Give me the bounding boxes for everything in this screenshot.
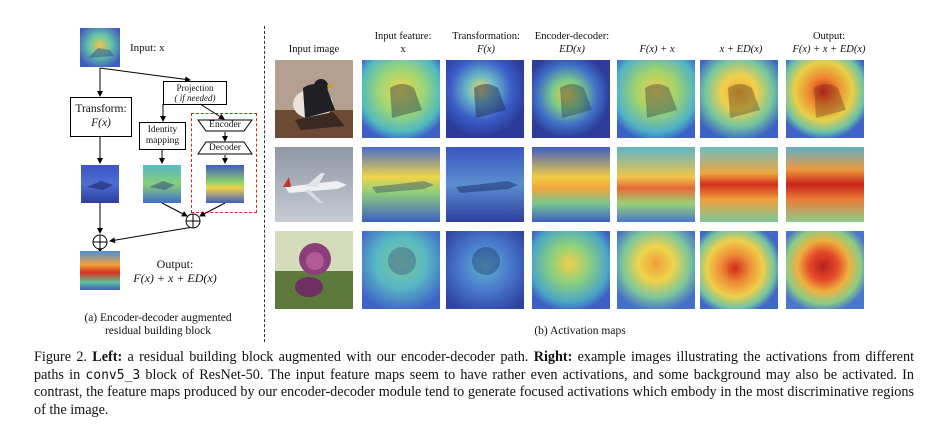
col-header-1-line1: Input feature: [374,31,432,42]
right-subcaption: (b) Activation maps [534,325,626,337]
heatmap-flower-x-plus-edx [700,231,778,309]
image-bird [275,60,353,138]
output-formula: F(x) + x + ED(x) [133,271,217,285]
identity-label-2: mapping [145,136,180,146]
image-flower [275,231,353,309]
col-header-5: x + ED(x) [699,30,783,56]
transform-label: Transform: [75,103,127,115]
left-subcaption-1: (a) Encoder-decoder augmented [84,312,232,324]
heatmap-plane-fx-plus-x [617,147,695,222]
sum-node-right [185,213,201,229]
projection-box: Projection ( if needed) [163,81,227,105]
col-header-1-line2: x [400,44,406,55]
identity-output-thumbnail [143,165,181,203]
col-header-4: F(x) + x [615,30,699,56]
caption-part1: a residual building block augmented with… [122,349,534,365]
transform-formula: F(x) [91,117,111,129]
col-header-0: Input image [272,30,356,56]
output-thumbnail [80,251,120,290]
heatmap-bird-output [786,60,864,138]
col-header-4-line2: F(x) + x [639,44,675,55]
sum-node-left [92,234,108,250]
left-subcaption-2: residual building block [104,325,212,337]
col-header-6: Output: F(x) + x + ED(x) [781,30,877,56]
identity-label-1: Identity [147,125,178,135]
input-feature-thumbnail [80,28,120,67]
col-header-6-line1: Output: [812,31,846,42]
col-header-3-line2: ED(x) [559,44,585,55]
caption-prefix: Figure 2. [34,349,93,365]
col-header-3: Encoder-decoder: ED(x) [528,30,616,56]
encoder-shape [197,119,253,132]
encoder-decoder-shapes [92,67,253,253]
caption-left-bold: Left: [92,349,123,365]
encoder-decoder-output-thumbnail [206,165,244,203]
projection-label: Projection [176,83,214,93]
heatmap-bird-x [362,60,440,138]
heatmap-bird-fx [446,60,524,138]
col-header-2-line2: F(x) [476,44,496,55]
output-label: Output: [156,257,194,271]
col-header-5-line1 [699,30,783,43]
heatmap-bird-fx-plus-x [617,60,695,138]
decoder-label: Decoder [208,143,242,153]
decoder-shape [197,141,253,155]
heatmap-flower-fx [446,231,524,309]
image-plane [275,147,353,222]
input-label: Input: x [130,42,165,54]
transform-output-thumbnail [81,165,119,203]
heatmap-flower-fx-plus-x [617,231,695,309]
heatmap-flower-output [786,231,864,309]
col-header-4-line1 [615,30,699,43]
col-header-1: Input feature: x [361,30,445,56]
heatmap-bird-x-plus-edx [700,60,778,138]
encoder-decoder-dashed-box [191,113,257,213]
heatmap-plane-x [362,147,440,222]
heatmap-plane-output [786,147,864,222]
col-header-6-line2: F(x) + x + ED(x) [792,44,866,55]
transform-box: Transform: F(x) [70,97,132,137]
caption-part2: example images illustrating the activati… [34,349,915,383]
col-header-3-line1: Encoder-decoder: [534,31,610,42]
heatmap-flower-edx [532,231,610,309]
heatmap-plane-fx [446,147,524,222]
panel-divider [264,26,265,342]
heatmap-plane-edx [532,147,610,222]
heatmap-plane-x-plus-edx [700,147,778,222]
heatmap-flower-x [362,231,440,309]
col-header-2: Transformation: F(x) [444,30,528,56]
caption-part3: block of ResNet-50. The input feature ma… [34,366,915,418]
caption-right-bold: Right: [533,349,573,365]
encoder-label: Encoder [209,120,241,130]
col-header-0-line1: Input image [288,44,340,55]
col-header-2-line1: Transformation: [452,31,520,42]
projection-condition: ( if needed) [174,93,216,103]
heatmap-bird-edx [532,60,610,138]
figure-caption: Figure 2. Left: a residual building bloc… [34,349,914,419]
caption-code: conv5_3 [85,367,141,383]
col-header-5-line2: x + ED(x) [719,44,763,55]
